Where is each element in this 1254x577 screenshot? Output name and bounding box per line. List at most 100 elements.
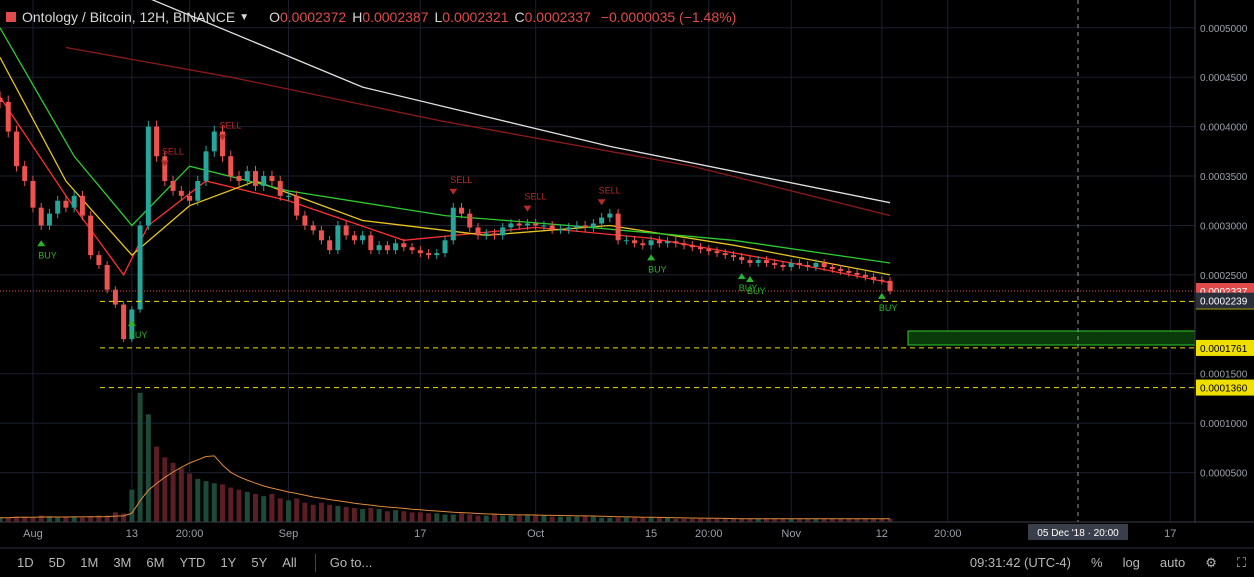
candle-body bbox=[689, 245, 695, 248]
candle-body bbox=[632, 240, 638, 244]
buy-signal-arrow bbox=[745, 275, 754, 282]
volume-bar bbox=[0, 517, 3, 522]
level-price-tag bbox=[1196, 379, 1254, 396]
candle-body bbox=[343, 225, 349, 236]
toolbar-divider bbox=[314, 553, 316, 572]
goto-button[interactable]: Go to... bbox=[329, 555, 373, 570]
x-tick-label: Nov bbox=[781, 528, 801, 540]
symbol-dropdown-icon[interactable]: ▼ bbox=[239, 11, 250, 23]
volume-bar bbox=[566, 516, 572, 522]
volume-bar bbox=[871, 518, 877, 522]
volume-bar bbox=[615, 517, 621, 522]
candle-body bbox=[46, 213, 52, 226]
candle-body bbox=[360, 235, 366, 241]
close-label: C bbox=[514, 9, 525, 25]
volume-bar bbox=[335, 505, 341, 522]
volume-bar bbox=[541, 515, 547, 522]
symbol-title[interactable]: Ontology / Bitcoin, 12H, BINANCE bbox=[22, 9, 236, 25]
volume-bar bbox=[71, 516, 77, 522]
timeframe-1d[interactable]: 1D bbox=[17, 555, 34, 570]
timeframe-5d[interactable]: 5D bbox=[48, 555, 66, 570]
timeframe-5y[interactable]: 5Y bbox=[251, 555, 268, 570]
volume-bar bbox=[442, 514, 448, 522]
candle-body bbox=[162, 156, 168, 181]
x-tick-label: Sep bbox=[279, 528, 299, 540]
candle-body bbox=[145, 126, 151, 226]
candle-body bbox=[228, 156, 234, 177]
timeframe-1m[interactable]: 1M bbox=[80, 555, 99, 570]
volume-bar bbox=[730, 518, 736, 522]
volume-bar bbox=[459, 513, 465, 522]
volume-bar bbox=[384, 511, 390, 522]
volume-bar bbox=[96, 515, 102, 522]
volume-bar bbox=[483, 515, 489, 522]
volume-bar bbox=[879, 518, 885, 522]
x-tick-label: 13 bbox=[126, 528, 138, 540]
buy-signal-label: BUY bbox=[38, 250, 57, 260]
timeframe-3m[interactable]: 3M bbox=[113, 555, 132, 570]
candle-body bbox=[203, 151, 209, 181]
candle-body bbox=[607, 213, 613, 218]
sell-signal-label: SELL bbox=[450, 175, 472, 185]
candle-body bbox=[722, 253, 728, 256]
buy-signal-arrow bbox=[647, 254, 656, 261]
volume-bar bbox=[698, 518, 704, 522]
candle-body bbox=[846, 270, 852, 273]
crosshair-price-label: 0.0002239 bbox=[1200, 297, 1248, 308]
volume-bar bbox=[557, 516, 563, 522]
volume-bar bbox=[755, 518, 761, 522]
volume-bar bbox=[343, 506, 349, 522]
volume-bar bbox=[796, 518, 802, 522]
volume-bar bbox=[590, 516, 596, 522]
timeframe-6m[interactable]: 6M bbox=[146, 555, 165, 570]
candle-body bbox=[401, 243, 407, 248]
header-logo-icon bbox=[6, 12, 16, 22]
volume-bar bbox=[549, 516, 555, 522]
timeframe-1y[interactable]: 1Y bbox=[220, 555, 237, 570]
candle-body bbox=[871, 276, 877, 280]
volume-bar bbox=[813, 518, 819, 522]
fullscreen-icon[interactable]: ⛶ bbox=[1236, 554, 1246, 570]
volume-bar bbox=[368, 508, 374, 522]
timeframe-ytd[interactable]: YTD bbox=[179, 555, 206, 570]
volume-bar bbox=[277, 498, 283, 522]
volume-bar bbox=[55, 517, 61, 522]
auto-toggle[interactable]: auto bbox=[1159, 555, 1186, 570]
volume-bar bbox=[763, 518, 769, 522]
candle-body bbox=[335, 225, 341, 251]
candle-body bbox=[516, 223, 522, 226]
volume-bar bbox=[508, 515, 514, 522]
volume-bar bbox=[689, 518, 695, 522]
candle-body bbox=[582, 225, 588, 228]
candle-body bbox=[30, 180, 36, 208]
sell-signal-arrow bbox=[523, 205, 532, 212]
timeframe-all[interactable]: All bbox=[282, 555, 297, 570]
bottom-toolbar: 1D 5D 1M 3M 6M YTD 1Y 5Y All Go to... 09… bbox=[0, 548, 1254, 577]
level-price-tag bbox=[1196, 339, 1254, 356]
sell-signal-arrow bbox=[597, 199, 606, 206]
volume-bar bbox=[681, 518, 687, 522]
candle-body bbox=[244, 171, 250, 181]
volume-bar bbox=[665, 517, 671, 522]
settings-gear-icon[interactable]: ⚙ bbox=[1205, 554, 1217, 570]
candle-body bbox=[788, 263, 794, 267]
clock: 09:31:42 (UTC-4) bbox=[969, 555, 1071, 570]
volume-bar bbox=[656, 517, 662, 522]
log-toggle[interactable]: log bbox=[1122, 555, 1140, 570]
percent-toggle[interactable]: % bbox=[1091, 555, 1103, 570]
candle-body bbox=[648, 240, 654, 246]
x-tick-label: 15 bbox=[645, 528, 657, 540]
volume-bar bbox=[294, 498, 300, 522]
moving-average-line bbox=[65, 46, 891, 217]
volume-bar bbox=[327, 504, 333, 522]
candle-body bbox=[879, 279, 885, 281]
y-tick-label: 0.0004000 bbox=[1200, 123, 1248, 134]
y-tick-label: 0.0001500 bbox=[1200, 370, 1248, 381]
candle-body bbox=[656, 240, 662, 244]
sell-signal-arrow bbox=[160, 160, 169, 167]
volume-bar bbox=[401, 511, 407, 522]
volume-bar bbox=[38, 515, 44, 522]
volume-bar bbox=[846, 518, 852, 522]
